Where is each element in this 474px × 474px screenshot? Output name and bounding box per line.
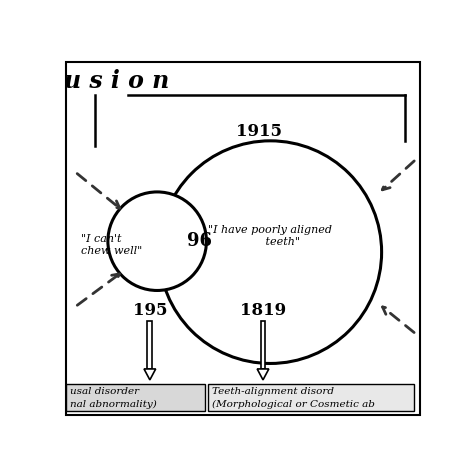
Text: 1915: 1915 (237, 123, 283, 140)
Bar (66, 383, 205, 411)
Text: 96: 96 (187, 232, 211, 250)
Text: nal abnormality): nal abnormality) (70, 400, 156, 409)
Text: Teeth-alignment disord: Teeth-alignment disord (212, 387, 334, 396)
Bar (147, 321, 152, 369)
Bar (208, 383, 414, 411)
Text: "I can't
chew well": "I can't chew well" (81, 234, 142, 255)
Bar (261, 321, 265, 369)
Text: "I have poorly aligned
       teeth": "I have poorly aligned teeth" (208, 225, 332, 246)
Polygon shape (257, 369, 269, 380)
Text: 1819: 1819 (240, 302, 286, 319)
Text: 195: 195 (133, 302, 167, 319)
Text: (Morphological or Cosmetic ab: (Morphological or Cosmetic ab (212, 400, 375, 409)
Text: usal disorder: usal disorder (70, 387, 139, 396)
Text: u s i o n: u s i o n (64, 69, 169, 92)
Circle shape (108, 192, 207, 291)
Circle shape (159, 141, 382, 364)
Polygon shape (144, 369, 155, 380)
